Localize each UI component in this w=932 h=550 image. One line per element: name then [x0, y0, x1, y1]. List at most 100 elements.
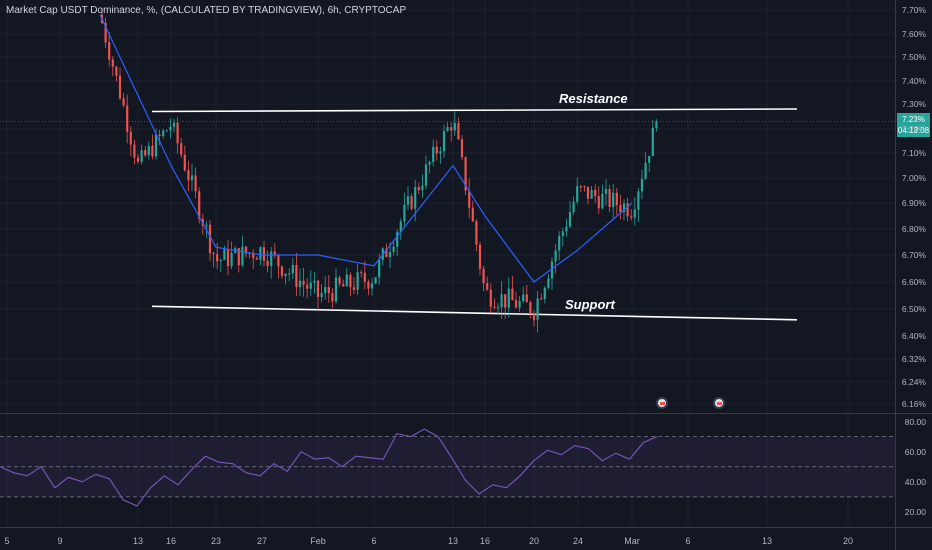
candle-body	[608, 189, 611, 207]
event-flag-icon[interactable]	[713, 397, 725, 409]
candle-body	[471, 207, 474, 222]
candle-body	[590, 189, 593, 199]
last-price-badge: 7.23% 04:13:08	[897, 113, 930, 137]
candle-body	[241, 246, 244, 266]
candle-body	[565, 226, 568, 232]
candle-body	[482, 268, 485, 284]
candle-body	[104, 22, 107, 43]
event-flag-icon[interactable]	[656, 397, 668, 409]
time-tick-label: 13	[761, 536, 773, 546]
candle-body	[295, 264, 298, 288]
price-tick-label: 7.50%	[901, 52, 926, 62]
candle-body	[162, 130, 165, 137]
candle-body	[111, 59, 114, 67]
candle-body	[576, 186, 579, 202]
candle-body	[291, 264, 294, 274]
candle-body	[511, 288, 514, 301]
candle-body	[280, 266, 284, 277]
trendline-resistance	[151, 108, 798, 113]
candle-body	[648, 156, 651, 163]
candle-body	[313, 280, 316, 283]
candle-body	[367, 281, 370, 289]
price-tick-label: 6.90%	[901, 198, 926, 208]
time-tick-label: 20	[528, 536, 540, 546]
time-tick-label: 27	[256, 536, 268, 546]
candle-body	[129, 131, 132, 145]
candle-body	[475, 221, 478, 245]
candle-body	[493, 306, 496, 308]
candle-body	[558, 235, 561, 251]
last-price-value: 7.23%	[902, 115, 925, 124]
candle-body	[259, 247, 262, 260]
candle-body	[378, 259, 381, 278]
candle-body	[547, 278, 550, 288]
candle-body	[147, 145, 150, 156]
candle-body	[190, 175, 194, 181]
candle-body	[363, 272, 366, 282]
bar-countdown: 04:13:08	[897, 126, 930, 135]
time-tick-label: 24	[572, 536, 584, 546]
time-tick-label: Feb	[310, 536, 326, 546]
candle-body	[262, 247, 266, 261]
candle-body	[399, 221, 402, 233]
candle-body	[144, 150, 147, 156]
candle-body	[453, 122, 456, 131]
candle-body	[151, 145, 154, 157]
price-tick-label: 6.40%	[901, 331, 926, 341]
time-tick-label: 16	[165, 536, 177, 546]
candle-body	[154, 134, 158, 157]
candle-body	[165, 130, 168, 132]
candle-body	[529, 302, 532, 314]
candle-body	[543, 287, 546, 300]
price-tick-label: 7.00%	[901, 173, 926, 183]
candle-body	[640, 178, 644, 192]
candle-body	[208, 224, 212, 254]
candle-body	[619, 205, 622, 213]
time-tick-label: 13	[132, 536, 144, 546]
candle-body	[194, 175, 197, 192]
price-tick-label: 7.60%	[901, 29, 926, 39]
price-tick-label: 7.30%	[901, 99, 926, 109]
candle-body	[601, 193, 604, 209]
candle-body	[370, 283, 374, 289]
candle-body	[108, 42, 111, 60]
candle-body	[464, 157, 467, 191]
candle-body	[626, 203, 629, 217]
candle-body	[583, 186, 586, 188]
candle-body	[342, 283, 345, 287]
candle-body	[180, 143, 183, 155]
candle-body	[216, 254, 219, 262]
candle-body	[525, 294, 528, 303]
candle-body	[439, 151, 442, 154]
candle-body	[349, 274, 352, 288]
candle-body	[244, 246, 248, 254]
candle-body	[651, 127, 654, 157]
price-tick-label: 6.50%	[901, 304, 926, 314]
candle-body	[331, 293, 334, 302]
rsi-line	[0, 428, 658, 507]
candle-body	[284, 273, 287, 277]
candle-body	[277, 254, 280, 267]
candle-body	[140, 150, 143, 162]
candle-body	[334, 277, 338, 302]
candle-body	[561, 231, 564, 236]
candle-body	[115, 66, 118, 76]
candle-body	[633, 209, 636, 218]
candle-body	[514, 300, 518, 308]
time-tick-label: 16	[479, 536, 491, 546]
candle-body	[424, 164, 428, 186]
candle-body	[169, 126, 172, 131]
candle-body	[298, 280, 302, 288]
candle-body	[612, 192, 615, 207]
candle-body	[183, 154, 186, 171]
candle-body	[406, 196, 410, 205]
candle-body	[136, 157, 140, 162]
candle-body	[568, 212, 572, 227]
candle-body	[352, 287, 356, 290]
candle-body	[388, 251, 392, 258]
candle-body	[486, 283, 489, 290]
candle-body	[338, 277, 341, 284]
candle-body	[450, 127, 453, 131]
candle-body	[230, 252, 233, 266]
candle-body	[187, 170, 190, 181]
